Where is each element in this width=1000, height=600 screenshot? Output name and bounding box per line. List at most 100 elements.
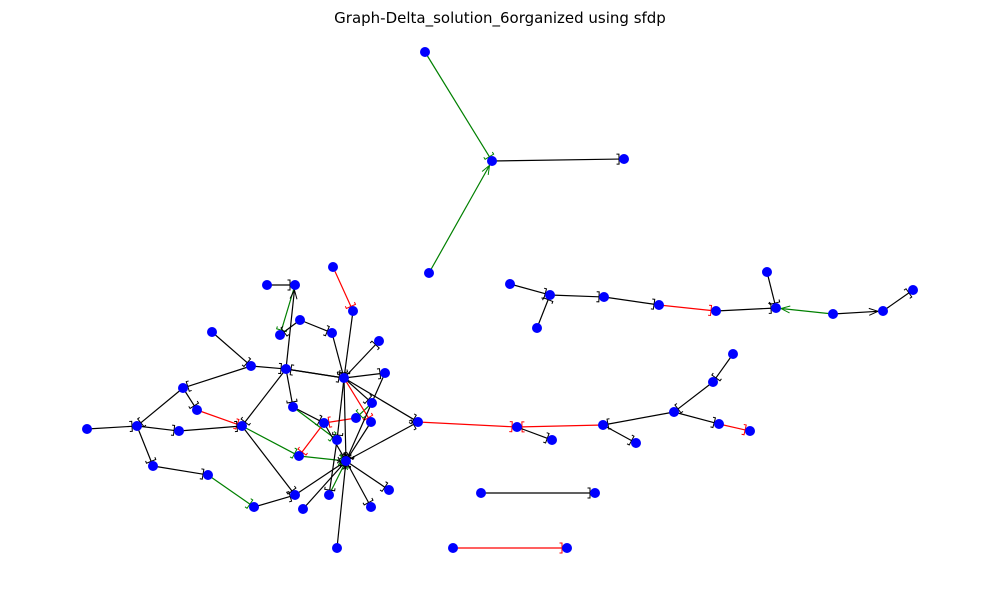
node-c1 [728, 349, 738, 359]
edge-m11-m17 [343, 377, 369, 401]
edge-m29-m33 [207, 474, 251, 505]
edge-m7-m11 [331, 332, 344, 374]
edge-bracket-head [286, 490, 293, 503]
edge-m13-m27 [347, 372, 386, 457]
node-m10 [281, 364, 291, 374]
edge-bracket-head [327, 416, 333, 428]
edge-bracket-head [188, 400, 200, 410]
edge-bracket-head [129, 420, 133, 432]
edge-b10-b11 [882, 292, 910, 312]
node-c8 [512, 422, 522, 432]
edge-c8-c9 [516, 426, 548, 439]
node-m21 [82, 424, 92, 434]
edge-a1-a2 [424, 51, 490, 158]
edge-arrowhead [289, 288, 298, 300]
node-m27 [341, 456, 351, 466]
edge-b6-b7 [715, 307, 772, 312]
edge-m11-m13 [343, 373, 381, 379]
edge-m22-m23 [136, 425, 175, 432]
node-m15 [192, 405, 202, 415]
edge-c6-c8 [521, 424, 604, 428]
edge-m10-m24 [244, 368, 287, 423]
edge-m28-m29 [152, 465, 204, 475]
edge-a2-a3 [491, 158, 620, 162]
edge-b5-b6 [658, 304, 712, 312]
node-m19 [366, 417, 376, 427]
edge-m33-m31 [253, 495, 291, 508]
node-a4 [424, 268, 434, 278]
edge-b9-b7 [780, 307, 834, 315]
edge-bracket-head [289, 447, 298, 459]
node-b8 [762, 267, 772, 277]
node-e1 [448, 543, 458, 553]
edge-m31-m27 [294, 463, 343, 496]
edge-m22-m28 [136, 425, 152, 462]
edge-m11-c10 [343, 377, 415, 420]
node-m3 [262, 280, 272, 290]
node-b10 [878, 306, 888, 316]
edge-m23-m24 [178, 425, 238, 432]
node-m8 [207, 327, 217, 337]
edge-bracket-head [337, 451, 349, 460]
edge-m34-m27 [302, 464, 344, 510]
node-m9 [246, 361, 256, 371]
edge-bracket-head [336, 369, 349, 376]
edge-m24-m26 [241, 425, 295, 455]
edge-bracket-head [240, 416, 251, 426]
edge-m1-m2 [332, 266, 352, 307]
edge-bracket-head [234, 420, 238, 433]
node-b11 [908, 285, 918, 295]
node-m36 [332, 543, 342, 553]
edge-bracket-head [376, 368, 382, 380]
edge-arrowhead [779, 305, 791, 314]
edge-b8-b7 [766, 271, 776, 304]
node-m5 [295, 315, 305, 325]
node-b9 [828, 309, 838, 319]
edge-m11-m10 [290, 369, 345, 379]
node-m34 [298, 504, 308, 514]
node-c6 [598, 420, 608, 430]
edge-m2-m11 [344, 310, 354, 374]
edge-m10-m4 [285, 289, 296, 370]
node-c7 [631, 438, 641, 448]
edge-m20-m26 [301, 422, 325, 453]
edge-bracket-head [297, 446, 308, 456]
edge-m10-m16 [285, 368, 293, 403]
node-b1 [505, 279, 515, 289]
edge-a4-a2 [428, 165, 491, 274]
node-c5 [745, 426, 755, 436]
node-c4 [714, 419, 724, 429]
edge-bracket-head [542, 297, 554, 304]
edge-m14-m22 [140, 387, 184, 424]
node-m17 [367, 398, 377, 408]
node-m13 [380, 368, 390, 378]
node-a1 [420, 47, 430, 57]
node-c9 [547, 435, 557, 445]
edge-m19-m27 [348, 421, 372, 458]
node-b5 [654, 300, 664, 310]
edge-bracket-head [521, 421, 525, 433]
edge-m15-m24 [196, 409, 238, 425]
edge-bracket-head [362, 497, 374, 506]
node-m2 [348, 306, 358, 316]
node-b2 [545, 290, 555, 300]
edge-c2-c3 [677, 381, 714, 410]
node-m12 [374, 336, 384, 346]
node-b7 [771, 303, 781, 313]
node-m1 [328, 262, 338, 272]
edge-bracket-head [674, 403, 684, 414]
edge-bracket-head [145, 456, 157, 464]
node-c3 [669, 407, 679, 417]
edge-c3-c4 [673, 411, 715, 424]
edge-m8-m9 [211, 331, 248, 364]
edge-bracket-head [903, 288, 913, 299]
edge-m9-m10 [250, 365, 282, 370]
node-m33 [249, 502, 259, 512]
node-c2 [708, 377, 718, 387]
node-b6 [711, 306, 721, 316]
edge-bracket-head [286, 485, 297, 495]
edge-b3-b2 [536, 299, 549, 329]
edge-m11-m25 [336, 377, 345, 436]
edge-bracket-head [543, 432, 550, 444]
